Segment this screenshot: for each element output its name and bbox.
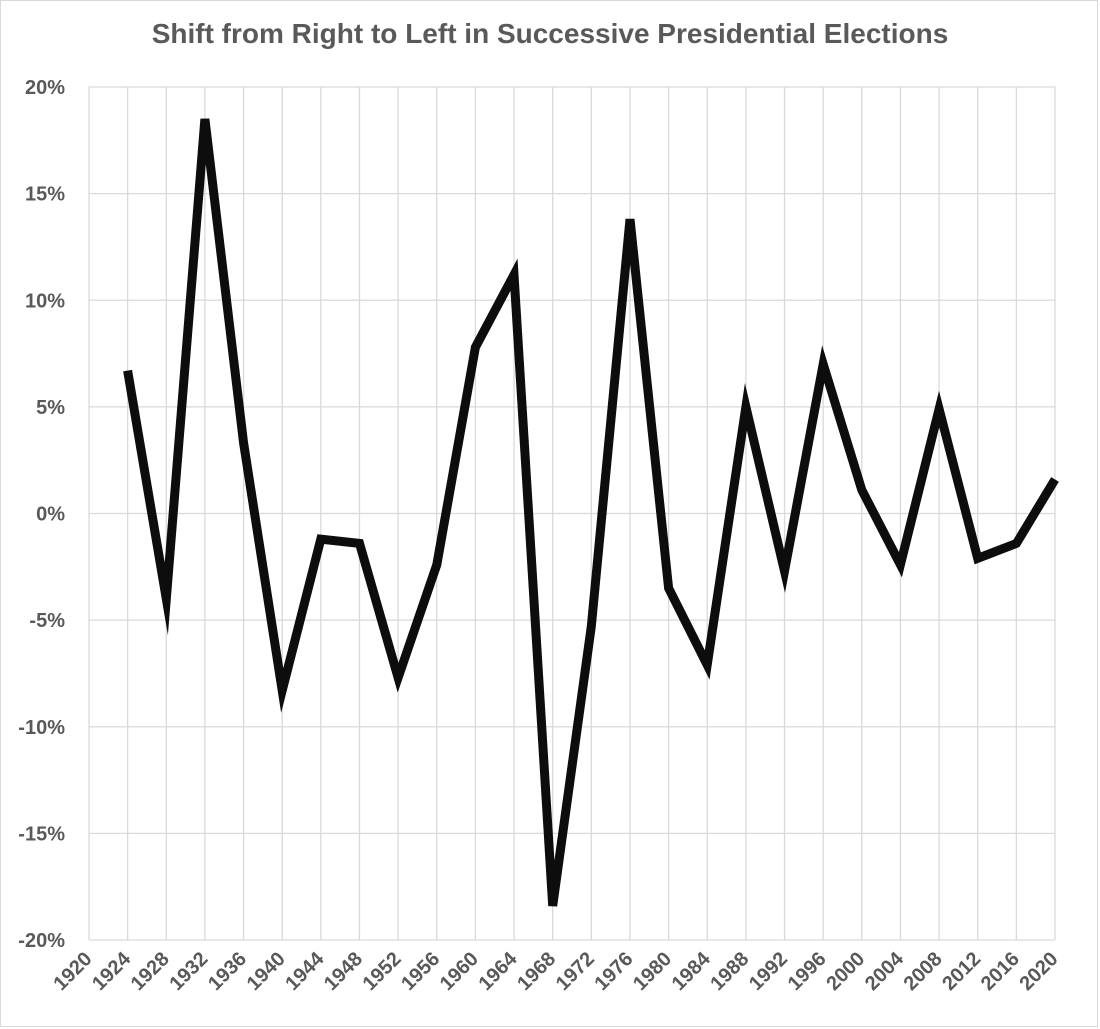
y-tick-label: 20% <box>25 77 65 99</box>
x-tick-label: 1932 <box>165 948 212 995</box>
x-tick-label: 1928 <box>127 948 174 995</box>
y-tick-label: -20% <box>18 930 65 952</box>
x-tick-label: 1964 <box>475 947 523 995</box>
vertical-gridlines <box>88 87 1056 940</box>
x-tick-label: 1960 <box>436 948 483 995</box>
y-tick-label: 0% <box>36 504 65 526</box>
x-tick-label: 1984 <box>668 947 716 995</box>
y-tick-label: -15% <box>18 823 65 845</box>
x-tick-label: 1956 <box>397 948 444 995</box>
x-tick-label: 1920 <box>50 948 97 995</box>
x-axis-tick-labels: 1920192419281932193619401944194819521956… <box>50 947 1063 995</box>
x-tick-label: 2000 <box>822 948 869 995</box>
chart-title: Shift from Right to Left in Successive P… <box>151 18 949 49</box>
x-tick-label: 1980 <box>629 948 676 995</box>
x-tick-label: 2012 <box>938 948 985 995</box>
y-tick-label: -5% <box>29 610 65 632</box>
y-tick-label: 5% <box>36 397 65 419</box>
y-tick-label: 15% <box>25 184 65 206</box>
x-tick-label: 1996 <box>784 948 831 995</box>
x-tick-label: 1952 <box>359 948 406 995</box>
x-tick-label: 2016 <box>977 948 1024 995</box>
x-tick-label: 2020 <box>1016 948 1063 995</box>
series-line <box>123 118 1059 907</box>
series-group <box>123 118 1059 907</box>
horizontal-gridlines <box>89 86 1055 941</box>
x-tick-label: 1988 <box>706 948 753 995</box>
x-tick-label: 2008 <box>900 948 947 995</box>
x-tick-label: 1968 <box>513 948 560 995</box>
x-tick-label: 1944 <box>281 947 329 995</box>
x-tick-label: 1976 <box>590 948 637 995</box>
x-tick-label: 1936 <box>204 948 251 995</box>
x-tick-label: 2004 <box>861 947 909 995</box>
y-tick-label: -10% <box>18 717 65 739</box>
x-tick-label: 1992 <box>745 948 792 995</box>
y-axis-tick-labels: 20% 15% 10% 5% 0% -5% -10% -15% -20% <box>18 77 65 952</box>
x-tick-label: 1972 <box>552 948 599 995</box>
x-tick-label: 1924 <box>88 947 136 995</box>
x-tick-label: 1940 <box>243 948 290 995</box>
x-tick-label: 1948 <box>320 948 367 995</box>
y-tick-label: 10% <box>25 290 65 312</box>
